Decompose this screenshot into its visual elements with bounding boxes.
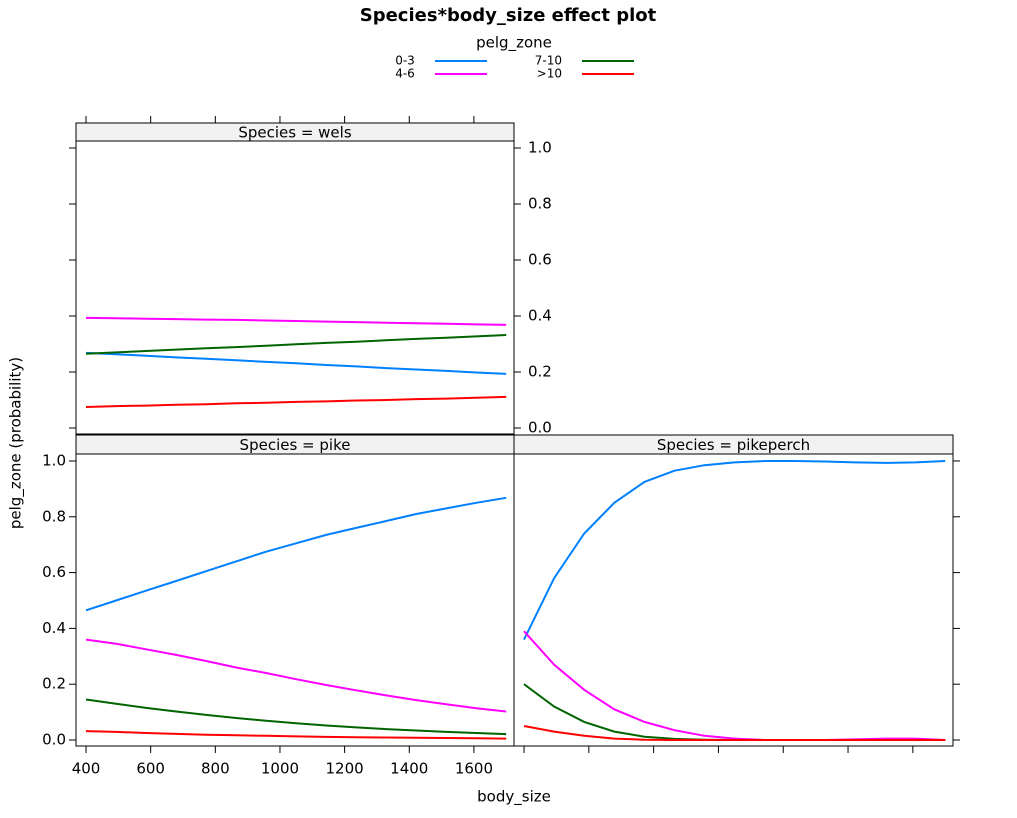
x-tick-label: 1400 bbox=[390, 760, 428, 778]
legend-label: 7-10 bbox=[535, 54, 562, 68]
y-tick-label: 0.2 bbox=[42, 675, 66, 693]
panel-title: Species = pike bbox=[240, 436, 351, 454]
legend-label: 4-6 bbox=[395, 67, 415, 81]
y-tick-label: 0.0 bbox=[528, 418, 552, 436]
y-tick-label: 0.0 bbox=[42, 731, 66, 749]
legend-title: pelg_zone bbox=[476, 34, 552, 53]
panel-title: Species = pikeperch bbox=[657, 436, 810, 454]
chart-title: Species*body_size effect plot bbox=[360, 5, 657, 26]
x-tick-label: 1600 bbox=[455, 760, 493, 778]
panel-frame bbox=[75, 140, 515, 435]
x-tick-label: 400 bbox=[72, 760, 101, 778]
y-tick-label: 0.4 bbox=[42, 619, 66, 637]
series-line bbox=[523, 725, 946, 741]
x-tick-label: 1200 bbox=[326, 760, 364, 778]
y-tick-label: 0.6 bbox=[42, 563, 66, 581]
series-line bbox=[85, 395, 507, 408]
series-line bbox=[85, 351, 507, 375]
series-line bbox=[523, 460, 946, 641]
series-line bbox=[85, 316, 507, 326]
series-line bbox=[85, 730, 507, 740]
x-tick-label: 1000 bbox=[261, 760, 299, 778]
y-tick-label: 0.8 bbox=[42, 507, 66, 525]
legend-label: >10 bbox=[537, 67, 562, 81]
series-line bbox=[85, 334, 507, 355]
x-tick-label: 800 bbox=[201, 760, 230, 778]
y-axis-label: pelg_zone (probability) bbox=[7, 357, 26, 529]
x-axis-label: body_size bbox=[477, 788, 551, 807]
x-tick-label: 600 bbox=[136, 760, 165, 778]
y-tick-label: 0.8 bbox=[528, 194, 552, 212]
y-tick-label: 1.0 bbox=[42, 451, 66, 469]
y-tick-label: 0.6 bbox=[528, 250, 552, 268]
y-tick-label: 0.2 bbox=[528, 362, 552, 380]
panel-frame bbox=[75, 453, 515, 747]
y-tick-label: 0.4 bbox=[528, 306, 552, 324]
series-line bbox=[85, 638, 507, 713]
series-line bbox=[523, 630, 946, 741]
y-tick-label: 1.0 bbox=[528, 138, 552, 156]
panel-title: Species = wels bbox=[238, 124, 351, 142]
legend-label: 0-3 bbox=[395, 54, 415, 68]
series-line bbox=[85, 698, 507, 736]
panel-frame bbox=[513, 453, 954, 747]
series-line bbox=[85, 496, 507, 612]
